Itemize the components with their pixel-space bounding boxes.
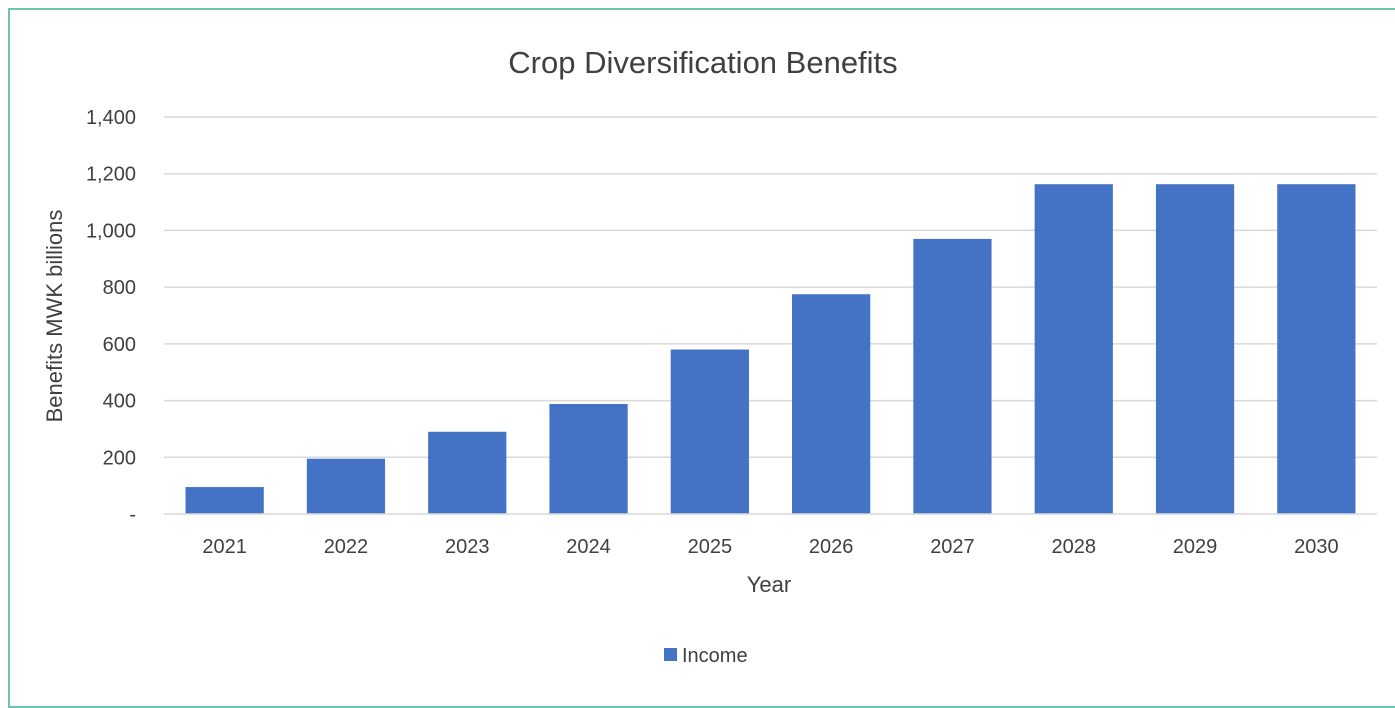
bar-2024 (549, 403, 628, 514)
bar-2028 (1034, 184, 1113, 514)
bar-2029 (1155, 184, 1235, 514)
bar-2030 (1277, 184, 1356, 514)
legend-swatch (664, 648, 677, 661)
y-axis-tick-labels: - 200 400 600 800 1,000 1,200 1,400 (86, 107, 136, 526)
y-tick-label: 800 (103, 277, 136, 299)
bar-2023 (428, 431, 507, 514)
bar-2022 (306, 458, 386, 514)
x-tick-label: 2027 (930, 536, 975, 558)
x-tick-label: 2029 (1173, 536, 1218, 558)
bar-2026 (792, 294, 871, 514)
x-tick-label: 2028 (1052, 536, 1097, 558)
y-tick-label: 1,400 (86, 107, 136, 129)
x-tick-label: 2021 (202, 536, 247, 558)
bar-2021 (185, 487, 264, 514)
y-tick-label: 600 (103, 334, 136, 356)
legend-label: Income (682, 645, 748, 667)
legend: Income (664, 645, 748, 667)
chart-title: Crop Diversification Benefits (508, 45, 897, 80)
x-tick-label: 2025 (688, 536, 733, 558)
x-tick-label: 2023 (445, 536, 490, 558)
x-axis-tick-labels: 2021 2022 2023 2024 2025 2026 2027 2028 2029 2030 (202, 536, 1338, 558)
y-tick-label: 1,000 (86, 220, 136, 242)
y-tick-label: 200 (103, 447, 136, 469)
y-axis-title: Benefits MWK billions (42, 210, 67, 423)
y-tick-label: - (129, 504, 136, 526)
bar-2027 (913, 238, 992, 514)
y-tick-label: 1,200 (86, 164, 136, 186)
x-tick-label: 2026 (809, 536, 854, 558)
x-tick-label: 2024 (566, 536, 611, 558)
bar-2025 (670, 349, 749, 514)
x-axis-title: Year (747, 572, 791, 597)
bars (185, 184, 1356, 514)
y-tick-label: 400 (103, 391, 136, 413)
x-tick-label: 2030 (1294, 536, 1339, 558)
x-tick-label: 2022 (324, 536, 369, 558)
